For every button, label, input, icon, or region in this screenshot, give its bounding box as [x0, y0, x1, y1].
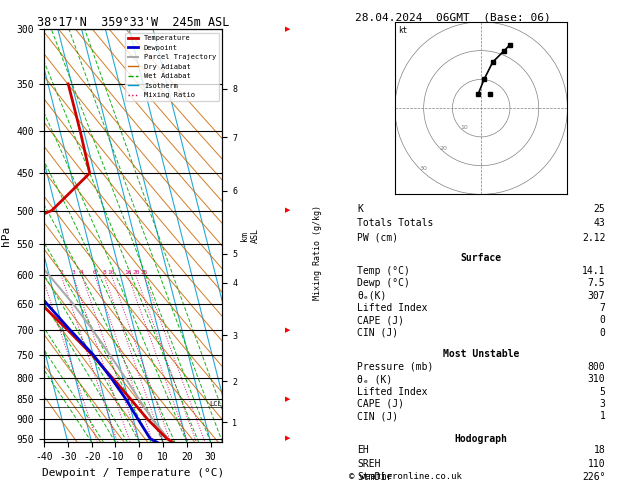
Text: Pressure (mb): Pressure (mb): [357, 362, 433, 372]
Text: PW (cm): PW (cm): [357, 233, 398, 243]
Text: 110: 110: [587, 459, 605, 469]
Text: Hodograph: Hodograph: [455, 434, 508, 444]
Text: θₑ(K): θₑ(K): [357, 291, 386, 301]
Text: θₑ (K): θₑ (K): [357, 374, 392, 384]
Text: 10: 10: [108, 270, 115, 276]
Text: ▶: ▶: [285, 435, 290, 442]
Text: 5: 5: [599, 386, 605, 397]
Text: 4: 4: [80, 270, 84, 276]
Text: 43: 43: [594, 218, 605, 228]
Text: 20: 20: [440, 145, 448, 151]
Text: 6: 6: [92, 270, 96, 276]
Text: Surface: Surface: [460, 253, 502, 262]
Text: 20: 20: [132, 270, 140, 276]
Text: SREH: SREH: [357, 459, 381, 469]
Text: K: K: [357, 204, 363, 214]
Text: Mixing Ratio (g/kg): Mixing Ratio (g/kg): [313, 205, 322, 300]
Text: 30: 30: [419, 166, 427, 171]
Text: Lifted Index: Lifted Index: [357, 303, 428, 313]
Text: 2: 2: [59, 270, 63, 276]
Text: 28.04.2024  06GMT  (Base: 06): 28.04.2024 06GMT (Base: 06): [355, 12, 551, 22]
Text: 7: 7: [599, 303, 605, 313]
Text: 14.1: 14.1: [582, 266, 605, 276]
Text: kt: kt: [398, 26, 407, 35]
Text: 0: 0: [599, 328, 605, 338]
Text: 3: 3: [71, 270, 75, 276]
Text: ▶: ▶: [285, 26, 290, 32]
Text: ▶: ▶: [285, 327, 290, 333]
Text: CIN (J): CIN (J): [357, 328, 398, 338]
X-axis label: Dewpoint / Temperature (°C): Dewpoint / Temperature (°C): [42, 468, 225, 478]
Text: 10: 10: [460, 125, 468, 130]
Text: © weatheronline.co.uk: © weatheronline.co.uk: [349, 472, 462, 481]
Text: CAPE (J): CAPE (J): [357, 315, 404, 326]
Text: 18: 18: [594, 445, 605, 455]
Text: 3: 3: [599, 399, 605, 409]
Text: 16: 16: [124, 270, 131, 276]
Text: 25: 25: [140, 270, 148, 276]
Text: 800: 800: [587, 362, 605, 372]
Text: CIN (J): CIN (J): [357, 411, 398, 421]
Y-axis label: hPa: hPa: [1, 226, 11, 246]
Text: ▶: ▶: [285, 396, 290, 402]
Text: 2.12: 2.12: [582, 233, 605, 243]
Legend: Temperature, Dewpoint, Parcel Trajectory, Dry Adiabat, Wet Adiabat, Isotherm, Mi: Temperature, Dewpoint, Parcel Trajectory…: [125, 33, 219, 101]
Text: StmDir: StmDir: [357, 472, 392, 482]
Text: 310: 310: [587, 374, 605, 384]
Text: 25: 25: [594, 204, 605, 214]
Text: Totals Totals: Totals Totals: [357, 218, 433, 228]
Text: 7.5: 7.5: [587, 278, 605, 288]
Text: Temp (°C): Temp (°C): [357, 266, 410, 276]
Text: LCL: LCL: [209, 401, 222, 407]
Text: Most Unstable: Most Unstable: [443, 349, 520, 360]
Text: ▶: ▶: [285, 208, 290, 213]
Text: CAPE (J): CAPE (J): [357, 399, 404, 409]
Text: 226°: 226°: [582, 472, 605, 482]
Text: 0: 0: [599, 315, 605, 326]
Text: 1: 1: [599, 411, 605, 421]
Text: EH: EH: [357, 445, 369, 455]
Y-axis label: km
ASL: km ASL: [240, 228, 259, 243]
Text: 307: 307: [587, 291, 605, 301]
Text: 8: 8: [102, 270, 106, 276]
Text: Dewp (°C): Dewp (°C): [357, 278, 410, 288]
Text: Lifted Index: Lifted Index: [357, 386, 428, 397]
Title: 38°17'N  359°33'W  245m ASL: 38°17'N 359°33'W 245m ASL: [37, 16, 230, 29]
